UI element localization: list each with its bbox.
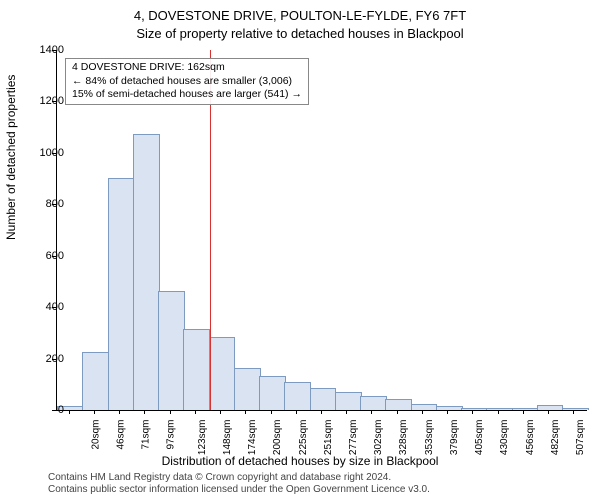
annotation-line3: 15% of semi-detached houses are larger (… (72, 88, 302, 102)
x-tick-label: 353sqm (424, 420, 435, 456)
x-tick-mark (447, 410, 448, 414)
histogram-bar (360, 396, 387, 410)
y-tick-label: 600 (24, 250, 64, 262)
attribution-text: Contains HM Land Registry data © Crown c… (48, 472, 430, 496)
histogram-bar (335, 392, 362, 410)
x-tick-label: 46sqm (115, 420, 126, 450)
y-tick-mark (52, 359, 56, 360)
y-tick-mark (52, 410, 56, 411)
x-tick-label: 430sqm (500, 420, 511, 456)
attribution-line1: Contains HM Land Registry data © Crown c… (48, 472, 430, 484)
x-tick-mark (422, 410, 423, 414)
histogram-bar (310, 388, 337, 410)
x-tick-mark (321, 410, 322, 414)
x-tick-mark (119, 410, 120, 414)
plot-area: 4 DOVESTONE DRIVE: 162sqm ← 84% of detac… (56, 50, 587, 411)
chart-title-line2: Size of property relative to detached ho… (0, 26, 600, 41)
x-axis-label: Distribution of detached houses by size … (0, 454, 600, 468)
y-tick-label: 1000 (24, 147, 64, 159)
chart-container: 4, DOVESTONE DRIVE, POULTON-LE-FYLDE, FY… (0, 0, 600, 500)
annotation-line2: ← 84% of detached houses are smaller (3,… (72, 75, 302, 89)
x-tick-mark (245, 410, 246, 414)
x-tick-label: 148sqm (222, 420, 233, 456)
y-tick-mark (52, 204, 56, 205)
x-tick-mark (498, 410, 499, 414)
x-tick-label: 97sqm (166, 420, 177, 450)
y-tick-mark (52, 50, 56, 51)
x-tick-label: 456sqm (525, 420, 536, 456)
histogram-bar (108, 178, 135, 410)
x-tick-label: 507sqm (575, 420, 586, 456)
x-tick-mark (69, 410, 70, 414)
y-tick-mark (52, 307, 56, 308)
annotation-line1: 4 DOVESTONE DRIVE: 162sqm (72, 61, 302, 75)
x-tick-label: 200sqm (272, 420, 283, 456)
x-tick-mark (371, 410, 372, 414)
x-tick-mark (573, 410, 574, 414)
histogram-bar (158, 291, 185, 410)
histogram-bar (209, 337, 236, 410)
x-tick-label: 20sqm (90, 420, 101, 450)
histogram-bar (512, 408, 539, 410)
x-tick-label: 277sqm (348, 420, 359, 456)
x-tick-label: 302sqm (373, 420, 384, 456)
x-tick-label: 328sqm (399, 420, 410, 456)
x-tick-mark (195, 410, 196, 414)
y-tick-label: 1200 (24, 95, 64, 107)
x-tick-mark (346, 410, 347, 414)
histogram-bar (411, 404, 438, 410)
histogram-bar (385, 399, 412, 410)
histogram-bar (461, 408, 488, 410)
x-tick-label: 123sqm (197, 420, 208, 456)
x-tick-mark (523, 410, 524, 414)
y-tick-label: 800 (24, 198, 64, 210)
x-tick-mark (397, 410, 398, 414)
x-tick-mark (472, 410, 473, 414)
histogram-bar (82, 352, 109, 410)
x-tick-mark (170, 410, 171, 414)
annotation-box: 4 DOVESTONE DRIVE: 162sqm ← 84% of detac… (65, 58, 309, 105)
histogram-bar (486, 408, 513, 410)
attribution-line2: Contains public sector information licen… (48, 484, 430, 496)
x-tick-label: 71sqm (141, 420, 152, 450)
histogram-bar (284, 382, 311, 410)
y-tick-label: 0 (24, 404, 64, 416)
y-tick-label: 200 (24, 353, 64, 365)
x-tick-label: 174sqm (247, 420, 258, 456)
histogram-bar (183, 329, 210, 410)
histogram-bar (537, 405, 564, 410)
x-tick-label: 251sqm (323, 420, 334, 456)
x-tick-label: 405sqm (474, 420, 485, 456)
x-tick-mark (220, 410, 221, 414)
y-tick-mark (52, 101, 56, 102)
x-tick-mark (548, 410, 549, 414)
x-tick-label: 379sqm (449, 420, 460, 456)
y-tick-mark (52, 153, 56, 154)
y-tick-mark (52, 256, 56, 257)
y-tick-label: 1400 (24, 44, 64, 56)
x-tick-label: 482sqm (550, 420, 561, 456)
chart-title-line1: 4, DOVESTONE DRIVE, POULTON-LE-FYLDE, FY… (0, 8, 600, 23)
histogram-bar (562, 408, 589, 410)
x-tick-mark (271, 410, 272, 414)
histogram-bar (436, 406, 463, 410)
x-tick-mark (296, 410, 297, 414)
y-axis-label: Number of detached properties (4, 75, 18, 240)
y-tick-label: 400 (24, 301, 64, 313)
histogram-bar (259, 376, 286, 410)
histogram-bar (234, 368, 261, 410)
x-tick-mark (144, 410, 145, 414)
x-tick-label: 225sqm (298, 420, 309, 456)
histogram-bar (133, 134, 160, 410)
x-tick-mark (94, 410, 95, 414)
